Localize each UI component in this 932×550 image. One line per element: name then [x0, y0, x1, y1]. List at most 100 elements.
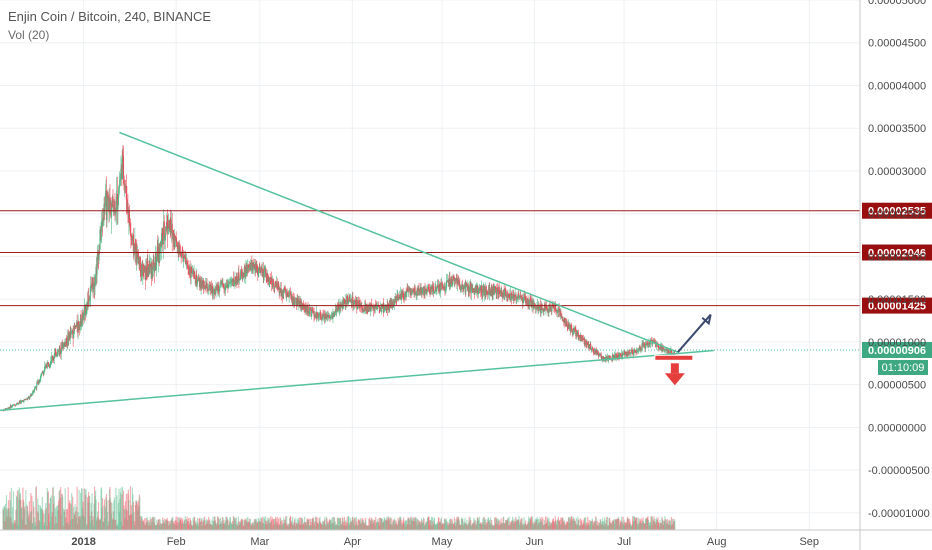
volume-bar [629, 521, 631, 530]
volume-bar [85, 525, 88, 530]
volume-bar [525, 524, 527, 530]
volume-bar [518, 516, 520, 530]
volume-bar [325, 525, 327, 530]
volume-bar [528, 518, 531, 530]
candle-body [317, 313, 320, 319]
volume-bar [219, 517, 222, 530]
volume-bar [30, 510, 32, 530]
volume-bar [88, 495, 90, 530]
volume-bar [399, 516, 401, 530]
volume-bar [350, 522, 352, 530]
volume-bar [517, 519, 519, 530]
candle-body [492, 289, 494, 294]
volume-bar [77, 523, 79, 530]
volume-bar [200, 517, 202, 530]
volume-bar [531, 516, 534, 530]
volume-bar [263, 516, 265, 530]
breakdown-marker [654, 354, 694, 361]
candle-body [176, 240, 178, 247]
volume-bar [657, 522, 660, 530]
volume-bar [54, 508, 56, 530]
volume-bar [410, 516, 412, 530]
candle-body [202, 280, 205, 288]
candle-body [130, 234, 132, 240]
volume-bar [666, 519, 668, 530]
volume-bar [65, 523, 67, 530]
volume-bar [105, 497, 107, 530]
candle-body [574, 329, 576, 331]
volume-bar [171, 518, 173, 530]
volume-bar [526, 523, 528, 530]
volume-bar [464, 518, 466, 530]
volume-bar [310, 522, 312, 530]
volume-bar [409, 524, 411, 530]
volume-bar [556, 519, 559, 530]
volume-bar [66, 508, 68, 530]
candle-body [250, 262, 252, 272]
candle-body [39, 379, 41, 383]
volume-bar [235, 517, 238, 530]
volume-bar [427, 517, 429, 530]
volume-bar [539, 518, 542, 530]
candle-body [593, 351, 595, 353]
candle-body [622, 353, 625, 355]
volume-bar [527, 516, 530, 530]
volume-bar [445, 522, 447, 530]
volume-bar [467, 523, 469, 530]
volume-bar [372, 519, 374, 530]
volume-bar [532, 521, 534, 530]
candle-body [518, 296, 521, 297]
candle-body [433, 291, 435, 294]
candle-body [434, 289, 436, 292]
candle-body [529, 297, 531, 306]
volume-bar [197, 525, 200, 530]
volume-bar [216, 523, 218, 530]
candle-body [40, 375, 42, 379]
volume-bar [220, 523, 222, 530]
x-tick-label: Aug [707, 536, 727, 548]
volume-bar [49, 522, 51, 530]
volume-bar [109, 486, 111, 530]
volume-bar [493, 525, 495, 530]
volume-bar [272, 525, 274, 530]
volume-bar [591, 518, 593, 530]
volume-bar [366, 525, 368, 530]
volume-bar [456, 519, 458, 530]
x-tick-label: Jul [617, 536, 631, 548]
candle-body [299, 301, 301, 307]
candle-body [493, 289, 495, 291]
volume-bar [189, 517, 191, 530]
volume-bar [532, 523, 535, 530]
candle-body [276, 281, 278, 288]
volume-bar [581, 519, 583, 530]
volume-bar [277, 525, 279, 530]
volume-bar [535, 520, 538, 530]
candle-body [36, 382, 38, 388]
volume-bar [566, 520, 568, 530]
candle-body [109, 198, 111, 204]
candle-body [117, 195, 120, 206]
candle-body [568, 323, 570, 329]
candle-body [110, 207, 113, 218]
volume-bar [242, 525, 244, 530]
candle-body [50, 361, 52, 364]
volume-bar [325, 516, 328, 530]
volume-bar [568, 516, 570, 530]
volume-bar [3, 506, 5, 530]
volume-bar [508, 516, 510, 530]
volume-bar [558, 520, 560, 530]
volume-bar [251, 523, 253, 530]
volume-bar [499, 524, 501, 530]
volume-bar [595, 516, 597, 530]
volume-bar [625, 522, 627, 530]
candle-body [571, 327, 573, 332]
volume-bar [551, 522, 553, 530]
volume-bar [190, 520, 192, 530]
candle-body [446, 280, 448, 282]
volume-bar [28, 514, 30, 530]
volume-bar [422, 523, 424, 530]
candle-body [529, 297, 532, 300]
candle-body [217, 285, 220, 292]
candle-body [118, 185, 121, 188]
